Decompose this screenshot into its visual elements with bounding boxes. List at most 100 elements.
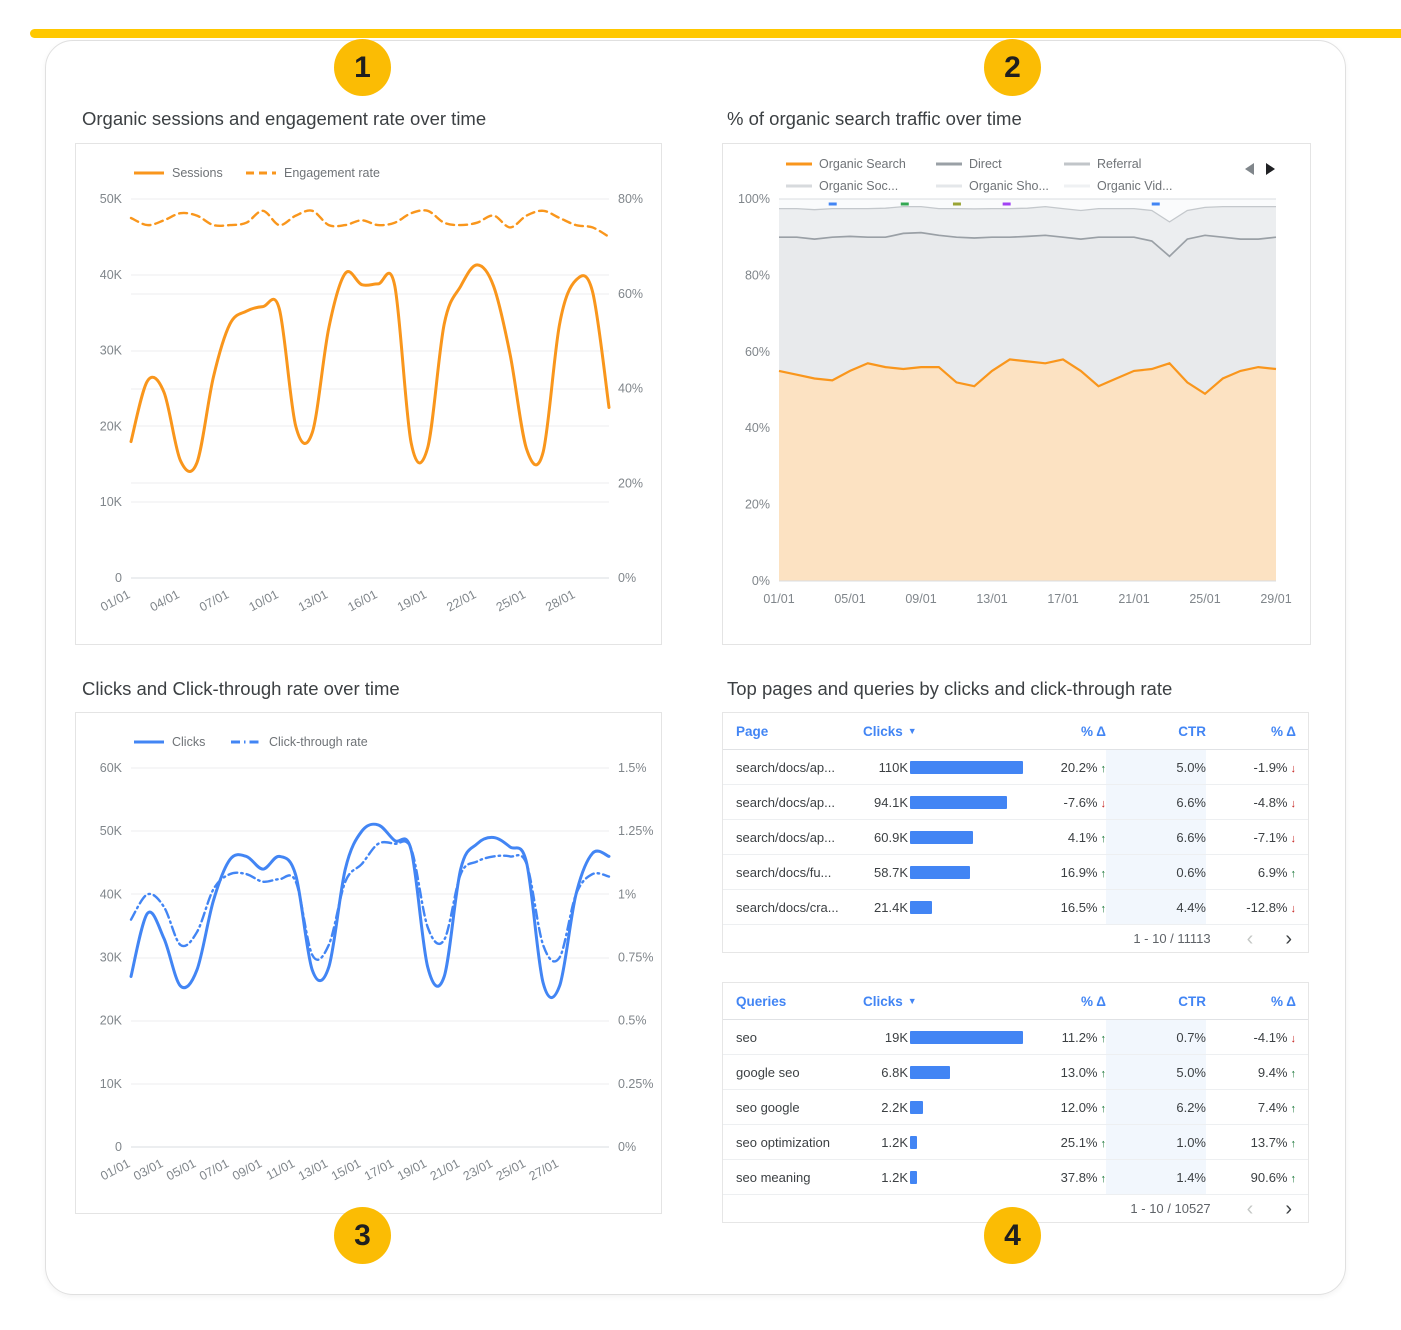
legend-prev-icon[interactable] xyxy=(1245,163,1254,175)
axis-label: 07/01 xyxy=(197,587,231,614)
prev-page-icon[interactable]: ‹ xyxy=(1246,1197,1254,1220)
legend-label-direct[interactable]: Direct xyxy=(969,157,1002,171)
axis-label: 30K xyxy=(100,344,123,358)
column-header-ctr[interactable]: CTR xyxy=(1178,993,1206,1009)
delta-cell: 16.5% ↑ xyxy=(1060,899,1106,915)
clicks-bar xyxy=(910,1170,917,1184)
queries-table: Queries Clicks ▼ % Δ CTR % Δ seo 19K 11.2% ↑ 0.7% -… xyxy=(722,982,1309,1223)
column-header-clicks[interactable]: Clicks ▼ xyxy=(863,723,917,739)
axis-label: 16/01 xyxy=(345,587,379,614)
up-arrow-icon: ↑ xyxy=(1100,1067,1107,1080)
axis-label: 01/01 xyxy=(763,592,794,606)
axis-label: 60% xyxy=(745,345,770,359)
clicks-bar-cell xyxy=(908,1055,1033,1089)
axis-label: 09/01 xyxy=(905,592,936,606)
legend-label-organic-soc[interactable]: Organic Soc... xyxy=(819,179,898,193)
axis-label: 07/01 xyxy=(197,1156,231,1183)
delta-cell: -12.8% ↓ xyxy=(1246,899,1296,915)
delta-cell: -7.1% ↓ xyxy=(1253,829,1296,845)
legend-label-organic-sho[interactable]: Organic Sho... xyxy=(969,179,1049,193)
panel-title-clicks-ctr: Clicks and Click-through rate over time xyxy=(82,678,400,699)
legend-label-clicks[interactable]: Clicks xyxy=(172,735,205,749)
axis-label: 1.25% xyxy=(618,824,653,838)
table-row: seo google 2.2K 12.0% ↑ 6.2% 7.4% ↑ xyxy=(723,1090,1308,1125)
axis-label: 20K xyxy=(100,1014,123,1028)
column-header-ctr[interactable]: CTR xyxy=(1178,723,1206,739)
axis-label: 20% xyxy=(745,498,770,512)
row-label: search/docs/ap... xyxy=(736,829,835,845)
sessions-engagement-chart: 0 10K 20K 30K 40K 50K 0% 20% 40% 60% 80% 01/01 04/01… xyxy=(75,143,662,645)
clicks-bar xyxy=(910,900,932,914)
column-header-delta2[interactable]: % Δ xyxy=(1271,993,1296,1009)
next-page-icon[interactable]: › xyxy=(1285,927,1292,950)
delta-cell: 4.1% ↑ xyxy=(1067,829,1106,845)
ctr-value: 6.2% xyxy=(1106,1090,1206,1124)
column-header-page[interactable]: Page xyxy=(736,723,769,739)
table-header-row: Page Clicks ▼ % Δ CTR % Δ xyxy=(723,713,1308,750)
delta-cell: 25.1% ↑ xyxy=(1060,1134,1107,1150)
sort-desc-icon[interactable]: ▼ xyxy=(907,995,917,1006)
delta-cell: 16.9% ↑ xyxy=(1060,864,1106,880)
clicks-value: 60.9K xyxy=(874,829,908,845)
row-label: seo google xyxy=(736,1099,800,1115)
pagination-label: 1 - 10 / 10527 xyxy=(1130,1201,1211,1216)
down-arrow-icon: ↓ xyxy=(1290,797,1297,810)
legend-label-engagement-rate[interactable]: Engagement rate xyxy=(284,166,380,180)
delta-cell: 12.0% ↑ xyxy=(1060,1099,1106,1115)
next-page-icon[interactable]: › xyxy=(1285,1197,1292,1220)
ctr-value: 0.6% xyxy=(1106,855,1206,889)
down-arrow-icon: ↓ xyxy=(1290,1032,1297,1045)
legend-label-click-through-rate[interactable]: Click-through rate xyxy=(269,735,368,749)
pagination-label: 1 - 10 / 11113 xyxy=(1133,931,1211,946)
axis-label: 50K xyxy=(100,824,123,838)
ctr-value: 1.4% xyxy=(1106,1160,1206,1194)
axis-label: 01/01 xyxy=(98,587,132,614)
clicks-bar-cell xyxy=(908,750,1033,784)
top-accent-bar xyxy=(30,29,1401,38)
column-header-clicks[interactable]: Clicks ▼ xyxy=(863,993,917,1009)
axis-label: 40K xyxy=(100,887,123,901)
delta-cell: 90.6% ↑ xyxy=(1250,1169,1296,1185)
legend-label-sessions[interactable]: Sessions xyxy=(172,166,223,180)
axis-label: 21/01 xyxy=(1118,592,1149,606)
clicks-bar xyxy=(910,760,1023,774)
row-label: google seo xyxy=(736,1064,800,1080)
up-arrow-icon: ↑ xyxy=(1100,1137,1107,1150)
clicks-bar xyxy=(910,1030,1023,1044)
up-arrow-icon: ↑ xyxy=(1100,1032,1107,1045)
legend-label-organic-vid[interactable]: Organic Vid... xyxy=(1097,179,1173,193)
ctr-value: 0.7% xyxy=(1106,1020,1206,1054)
row-label: search/docs/fu... xyxy=(736,864,832,880)
legend-label-referral[interactable]: Referral xyxy=(1097,157,1141,171)
up-arrow-icon: ↑ xyxy=(1290,867,1297,880)
clicks-bar xyxy=(910,1100,923,1114)
panel-title-organic-traffic: % of organic search traffic over time xyxy=(727,108,1022,129)
legend-next-icon[interactable] xyxy=(1266,163,1275,175)
column-header-delta2[interactable]: % Δ xyxy=(1271,723,1296,739)
clicks-value: 94.1K xyxy=(874,794,908,810)
delta-cell: -4.8% ↓ xyxy=(1253,794,1297,810)
column-header-queries[interactable]: Queries xyxy=(736,993,787,1009)
table-footer: 1 - 10 / 10527 ‹ › xyxy=(723,1195,1308,1222)
axis-label: 23/01 xyxy=(461,1156,495,1183)
sort-desc-icon[interactable]: ▼ xyxy=(907,725,917,736)
legend-label-organic-search[interactable]: Organic Search xyxy=(819,157,906,171)
axis-label: 17/01 xyxy=(362,1156,396,1183)
ctr-value: 6.6% xyxy=(1106,785,1206,819)
clicks-ctr-chart: 0 10K 20K 30K 40K 50K 60K 0% 0.25% 0.5% 0.75% 1% 1.2… xyxy=(75,712,662,1214)
step-badge-4: 4 xyxy=(984,1207,1041,1264)
clicks-bar-cell xyxy=(908,1125,1033,1159)
axis-label: 25/01 xyxy=(494,1156,528,1183)
clicks-bar-cell xyxy=(908,785,1033,819)
axis-label: 40K xyxy=(100,268,123,282)
prev-page-icon[interactable]: ‹ xyxy=(1246,927,1254,950)
clicks-value: 58.7K xyxy=(874,864,908,880)
clicks-bar xyxy=(910,830,973,844)
axis-label: 27/01 xyxy=(527,1156,561,1183)
axis-label: 09/01 xyxy=(230,1156,264,1183)
ctr-value: 5.0% xyxy=(1106,1055,1206,1089)
axis-label: 25/01 xyxy=(1189,592,1220,606)
column-header-delta[interactable]: % Δ xyxy=(1081,993,1106,1009)
column-header-delta[interactable]: % Δ xyxy=(1081,723,1106,739)
